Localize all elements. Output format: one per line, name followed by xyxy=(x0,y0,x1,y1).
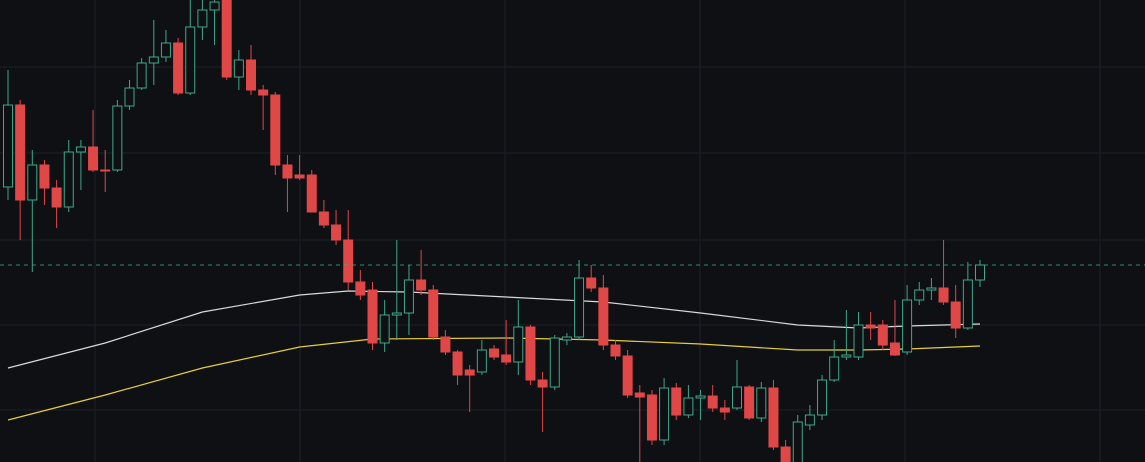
candle-body xyxy=(391,312,402,316)
candle-body xyxy=(561,336,572,341)
candle-body xyxy=(416,279,427,291)
candle-body xyxy=(464,369,475,376)
candle-body xyxy=(914,289,925,301)
candle-body xyxy=(160,42,171,58)
candle-body xyxy=(270,94,281,166)
candle-body xyxy=(962,279,973,329)
candle-body xyxy=(586,277,597,289)
candle-body xyxy=(452,351,463,376)
candle-body xyxy=(719,407,730,413)
candle-body xyxy=(63,151,74,208)
candle-body xyxy=(902,299,913,353)
candle-body xyxy=(841,354,852,358)
candle-body xyxy=(877,324,888,346)
candle-body xyxy=(501,354,512,363)
candle-body xyxy=(574,277,585,338)
candle-body xyxy=(622,355,633,396)
candle-body xyxy=(683,397,694,416)
candle-body xyxy=(233,59,244,78)
candle-body xyxy=(549,337,560,388)
candle-body xyxy=(331,224,342,241)
candle-body xyxy=(403,279,414,314)
candle-body xyxy=(817,379,828,416)
candle-body xyxy=(112,105,123,171)
candle-body xyxy=(756,387,767,419)
candle-body xyxy=(15,104,26,201)
candle-body xyxy=(428,289,439,338)
candle-body xyxy=(367,289,378,344)
candle-body xyxy=(804,414,815,426)
candle-body xyxy=(27,164,38,201)
candle-body xyxy=(318,211,329,226)
candle-body xyxy=(792,421,803,462)
candle-body xyxy=(173,42,184,94)
vertical-grid xyxy=(94,0,1101,462)
candle-body xyxy=(294,174,305,179)
candle-body xyxy=(209,1,220,11)
candle-body xyxy=(513,326,524,363)
candle-body xyxy=(100,169,111,172)
candle-body xyxy=(695,395,706,399)
candle-body xyxy=(185,26,196,94)
candle-body xyxy=(865,324,876,329)
candle-body xyxy=(634,392,645,398)
candle-body xyxy=(489,348,499,358)
candle-body xyxy=(598,287,609,346)
candle-body xyxy=(476,349,487,373)
candle-body xyxy=(768,387,779,448)
candle-body xyxy=(853,324,864,358)
candle-body xyxy=(51,187,62,208)
candle-body xyxy=(744,386,755,419)
candle-body xyxy=(889,342,900,356)
candle-body xyxy=(246,59,256,91)
candle-body xyxy=(975,264,985,281)
candle-body xyxy=(671,387,682,416)
candle-body xyxy=(3,104,13,188)
candle-body xyxy=(938,287,949,303)
candle-body xyxy=(148,56,159,64)
candle-body xyxy=(950,301,961,329)
candle-body xyxy=(707,395,718,409)
candle-body xyxy=(610,344,621,357)
candle-body xyxy=(537,379,548,388)
candle-body xyxy=(258,89,269,96)
candle-body xyxy=(780,446,791,462)
candle-body xyxy=(197,9,208,28)
candle-body xyxy=(88,146,99,171)
candle-body xyxy=(136,62,147,89)
candle-body xyxy=(39,164,50,189)
candle-body xyxy=(124,87,135,107)
candle-body xyxy=(75,146,86,153)
candle-body xyxy=(282,164,293,179)
candle-body xyxy=(829,356,840,381)
candle-body xyxy=(355,281,366,296)
candle-body xyxy=(221,0,232,78)
candle-body xyxy=(440,336,451,353)
candle-body xyxy=(525,326,536,381)
candle-body xyxy=(379,314,390,344)
candle-body xyxy=(646,394,657,441)
candle-body xyxy=(732,386,742,409)
candle-body xyxy=(926,287,937,291)
candle-body xyxy=(343,239,354,283)
candle-body xyxy=(659,387,670,441)
candle-body xyxy=(306,174,317,213)
